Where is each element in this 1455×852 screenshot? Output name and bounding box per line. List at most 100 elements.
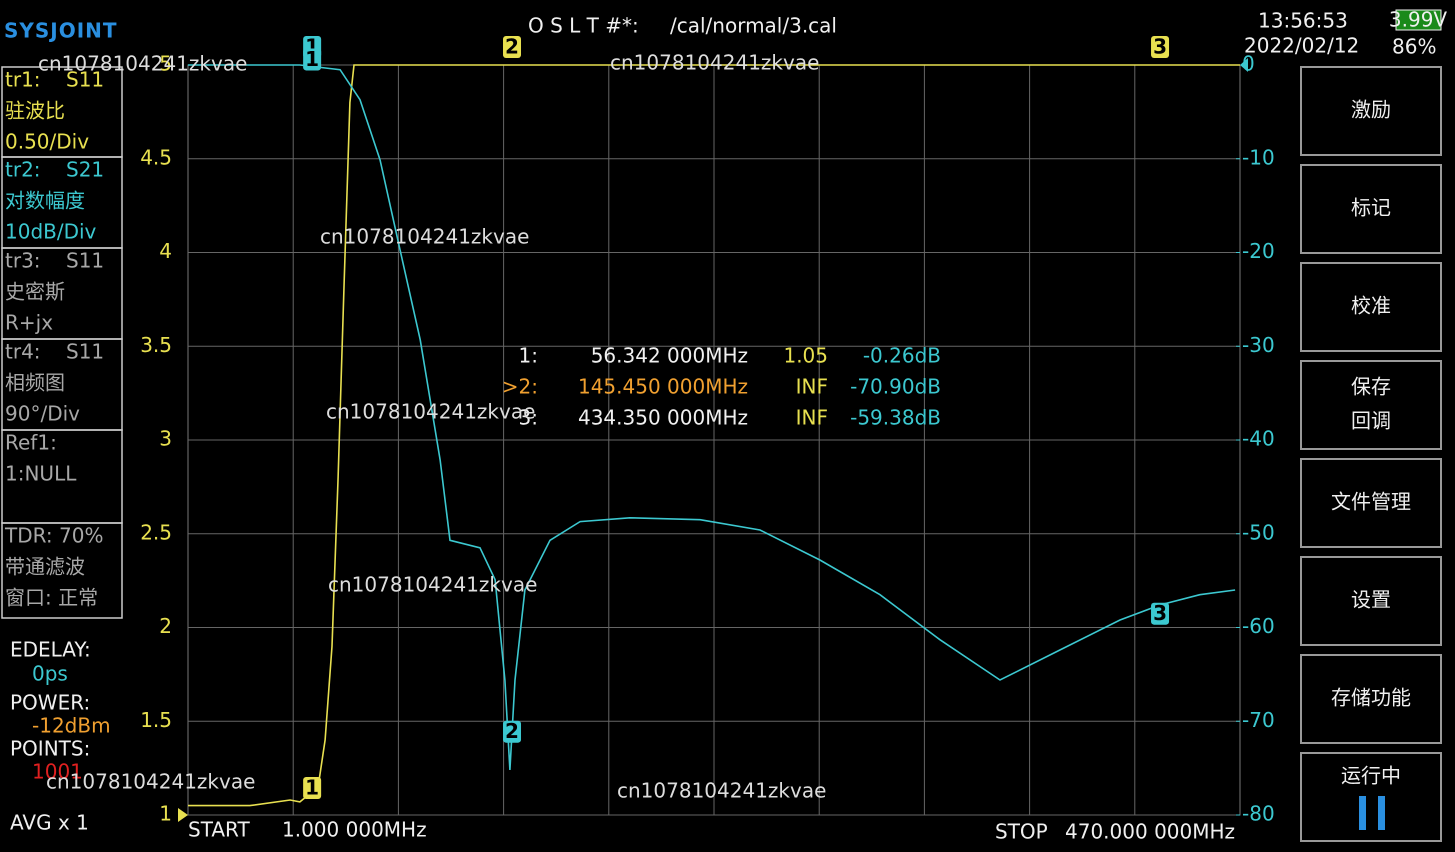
marker-s21-label: 3 xyxy=(1153,601,1167,625)
trace-line xyxy=(188,64,1240,807)
ref-arrow xyxy=(1240,58,1248,72)
watermark: cn1078104241zkvae xyxy=(328,573,537,597)
trace-param: S11 xyxy=(66,249,104,273)
marker-table-cell: -70.90dB xyxy=(850,375,941,399)
trace-param: S21 xyxy=(66,158,104,182)
marker-table-cell: INF xyxy=(796,406,828,430)
y2-tick-label: -30 xyxy=(1242,333,1275,357)
menu-label[interactable]: 标记 xyxy=(1351,196,1391,220)
marker-s21-label: 1 xyxy=(305,47,319,71)
y2-tick-label: -20 xyxy=(1242,239,1275,263)
status-avg: AVG x 1 xyxy=(10,811,89,835)
menu-button[interactable] xyxy=(1300,458,1442,548)
menu-label[interactable]: 存储功能 xyxy=(1331,686,1411,710)
cal-file: /cal/normal/3.cal xyxy=(670,14,837,38)
watermark: cn1078104241zkvae xyxy=(38,52,247,76)
info-line: 1:NULL xyxy=(5,462,77,486)
menu-label[interactable]: 回调 xyxy=(1351,409,1391,433)
info-head: tr1: xyxy=(5,68,41,92)
menu-label[interactable]: 运行中 xyxy=(1341,764,1401,788)
info-head: Ref1: xyxy=(5,431,57,455)
y-tick-label: 4 xyxy=(159,239,172,263)
watermark: cn1078104241zkvae xyxy=(320,225,529,249)
marker-top xyxy=(1151,36,1170,58)
stop-value: 470.000 000MHz xyxy=(1065,820,1235,844)
marker-s11-label: 1 xyxy=(305,776,319,800)
info-head: TDR: 70% xyxy=(4,524,103,548)
watermark: cn1078104241zkvae xyxy=(610,51,819,75)
info-line: 窗口: 正常 xyxy=(5,586,98,610)
marker-top-label: 3 xyxy=(1153,35,1167,59)
menu-button[interactable] xyxy=(1300,556,1442,646)
menu-label[interactable]: 文件管理 xyxy=(1331,490,1411,514)
status-edelay-label: EDELAY: xyxy=(10,638,91,662)
info-line: 带通滤波 xyxy=(5,555,85,579)
start-label: START xyxy=(188,818,250,842)
trace-line xyxy=(188,64,1236,771)
menu-label[interactable]: 校准 xyxy=(1351,294,1391,318)
marker-table-cell: 434.350 000MHz xyxy=(578,406,748,430)
marker-table-cell: 145.450 000MHz xyxy=(578,375,748,399)
info-line: 10dB/Div xyxy=(5,220,97,244)
pause-bar xyxy=(1378,796,1385,830)
cal-label: O S L T #*: xyxy=(528,14,639,38)
marker-table-cell: 1: xyxy=(519,344,538,368)
pause-bar xyxy=(1359,796,1366,830)
battery xyxy=(1395,9,1442,31)
marker-top-label: 2 xyxy=(505,35,519,59)
info-line: 驻波比 xyxy=(5,99,65,123)
watermark: cn1078104241zkvae xyxy=(617,779,826,803)
ref-arrow xyxy=(178,808,188,822)
logo: SYSJOINT xyxy=(4,19,118,43)
watermark: cn1078104241zkvae xyxy=(46,770,255,794)
y2-tick-label: -60 xyxy=(1242,614,1275,638)
menu-button[interactable] xyxy=(1300,66,1442,156)
status-power: -12dBm xyxy=(32,714,111,738)
trace-param: S11 xyxy=(66,340,104,364)
info-line: 史密斯 xyxy=(5,280,65,304)
y-tick-label: 3.5 xyxy=(140,333,172,357)
y2-tick-label: -10 xyxy=(1242,145,1275,169)
menu-button[interactable] xyxy=(1300,262,1442,352)
marker-top xyxy=(503,36,522,58)
menu-button[interactable] xyxy=(1300,654,1442,744)
y2-tick-label: -40 xyxy=(1242,427,1275,451)
marker-table-cell: -0.26dB xyxy=(863,344,941,368)
status-edelay: 0ps xyxy=(32,662,68,686)
info-box xyxy=(1,522,123,619)
marker-table-cell: 3: xyxy=(519,406,538,430)
y-tick-label: 1.5 xyxy=(140,708,172,732)
trace-param: S11 xyxy=(66,68,104,92)
marker-s21 xyxy=(303,48,322,71)
menu-label[interactable]: 设置 xyxy=(1351,588,1391,612)
info-line: 对数幅度 xyxy=(5,189,85,213)
y-tick-label: 2 xyxy=(159,614,172,638)
status-power-label: POWER: xyxy=(10,691,90,715)
y-tick-label: 3 xyxy=(159,427,172,451)
y2-tick-label: -80 xyxy=(1242,802,1275,826)
marker-table-cell: -59.38dB xyxy=(850,406,941,430)
info-head: tr4: xyxy=(5,340,41,364)
info-head: tr2: xyxy=(5,158,41,182)
y-tick-label: 1 xyxy=(159,802,172,826)
watermark: cn1078104241zkvae xyxy=(326,400,535,424)
time: 13:56:53 xyxy=(1258,9,1348,33)
menu-button[interactable] xyxy=(1300,360,1442,450)
y-tick-label: 4.5 xyxy=(140,145,172,169)
info-line: R+jx xyxy=(5,311,53,335)
menu-label[interactable]: 激励 xyxy=(1351,98,1391,122)
marker-table-cell: >2: xyxy=(502,375,538,399)
info-line: 90°/Div xyxy=(5,402,80,426)
marker-s21-label: 2 xyxy=(505,719,519,743)
marker-table-cell: 1.05 xyxy=(783,344,828,368)
menu-label[interactable]: 保存 xyxy=(1351,375,1391,399)
menu-button[interactable] xyxy=(1300,752,1442,842)
marker-s21 xyxy=(1151,602,1170,625)
menu-button[interactable] xyxy=(1300,164,1442,254)
marker-s21 xyxy=(503,720,522,743)
y-tick-label: 5 xyxy=(159,52,172,76)
marker-s11 xyxy=(303,777,322,799)
